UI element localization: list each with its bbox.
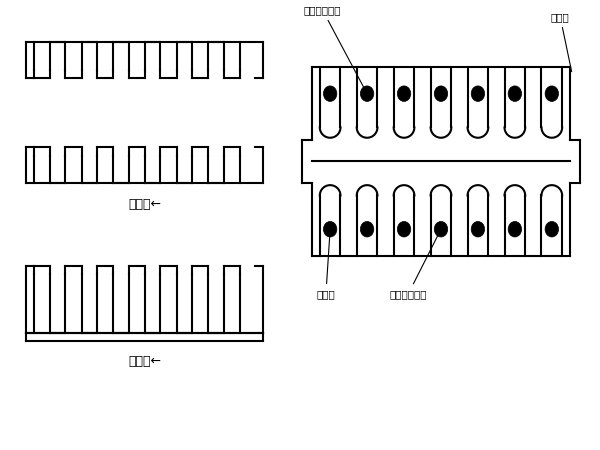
- Ellipse shape: [397, 86, 411, 101]
- Text: 顶板底层钒筋: 顶板底层钒筋: [389, 232, 440, 299]
- Ellipse shape: [508, 221, 521, 237]
- Text: 双梳板: 双梳板: [317, 232, 335, 299]
- Text: 顶板上层钒筋: 顶板上层钒筋: [304, 5, 366, 91]
- Ellipse shape: [361, 86, 374, 101]
- Ellipse shape: [323, 221, 337, 237]
- Text: 单齿板←: 单齿板←: [128, 356, 161, 369]
- Ellipse shape: [471, 221, 485, 237]
- Ellipse shape: [471, 86, 485, 101]
- Ellipse shape: [323, 86, 337, 101]
- Text: 单梳板: 单梳板: [551, 12, 572, 72]
- Text: 双齿板←: 双齿板←: [128, 198, 161, 211]
- Ellipse shape: [508, 86, 521, 101]
- Ellipse shape: [434, 86, 448, 101]
- Ellipse shape: [361, 221, 374, 237]
- Ellipse shape: [397, 221, 411, 237]
- Ellipse shape: [545, 86, 559, 101]
- Ellipse shape: [434, 221, 448, 237]
- Ellipse shape: [545, 221, 559, 237]
